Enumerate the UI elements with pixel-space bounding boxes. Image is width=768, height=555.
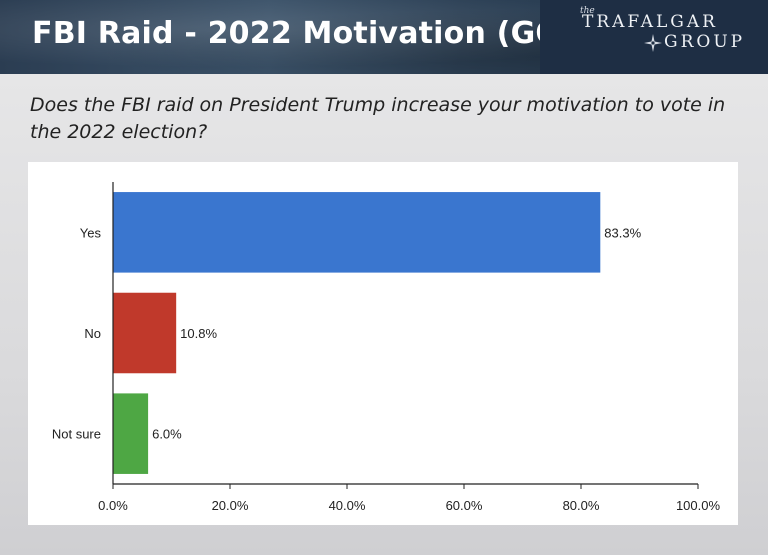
- logo-the: the: [580, 6, 595, 16]
- survey-question: Does the FBI raid on President Trump inc…: [30, 94, 726, 143]
- x-tick-label: 60.0%: [446, 498, 483, 513]
- compass-icon: [644, 34, 662, 52]
- logo-line2: GROUP: [664, 32, 746, 52]
- x-tick-label: 80.0%: [563, 498, 600, 513]
- trafalgar-logo: the TRAFALGAR GROUP: [540, 0, 768, 74]
- value-label-not-sure: 6.0%: [152, 427, 182, 442]
- category-label-not-sure: Not sure: [52, 427, 101, 442]
- chart-panel: 0.0% 20.0% 40.0% 60.0% 80.0% 100.0% Yes 83.3% N…: [28, 162, 738, 525]
- header-banner: FBI Raid - 2022 Motivation (GOP) the TRA…: [0, 0, 768, 74]
- bar-no: [113, 292, 177, 374]
- bar-not-sure: [113, 393, 149, 474]
- bar-chart: 0.0% 20.0% 40.0% 60.0% 80.0% 100.0% Yes 83.3% N…: [52, 182, 721, 513]
- x-tick-label: 40.0%: [329, 498, 366, 513]
- x-tick-label: 20.0%: [212, 498, 249, 513]
- category-label-no: No: [84, 326, 101, 341]
- bar-yes: [113, 192, 601, 273]
- value-label-yes: 83.3%: [604, 225, 641, 240]
- category-label-yes: Yes: [80, 225, 102, 240]
- page-title: FBI Raid - 2022 Motivation (GOP): [32, 16, 598, 51]
- logo-line1: TRAFALGAR: [582, 12, 718, 32]
- x-tick-label: 0.0%: [98, 498, 128, 513]
- value-label-no: 10.8%: [180, 326, 217, 341]
- x-tick-label: 100.0%: [676, 498, 721, 513]
